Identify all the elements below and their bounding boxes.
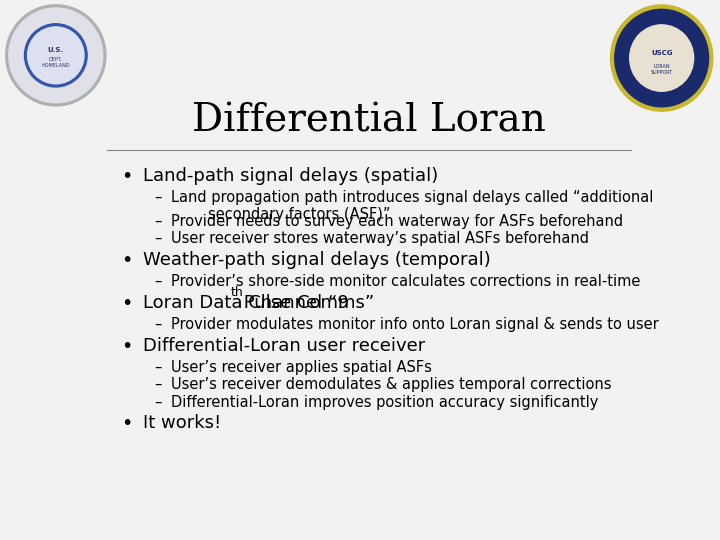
Text: DEPT.
HOMELAND: DEPT. HOMELAND — [42, 57, 70, 68]
Text: –: – — [154, 214, 161, 228]
Text: User’s receiver applies spatial ASFs: User’s receiver applies spatial ASFs — [171, 360, 432, 375]
Text: LORAN
SUPPORT: LORAN SUPPORT — [651, 64, 672, 75]
Circle shape — [611, 5, 713, 111]
Text: Pulse Comms”: Pulse Comms” — [238, 294, 374, 312]
Text: Provider modulates monitor info onto Loran signal & sends to user: Provider modulates monitor info onto Lor… — [171, 317, 659, 332]
Text: Weather-path signal delays (temporal): Weather-path signal delays (temporal) — [143, 251, 491, 269]
Text: •: • — [121, 167, 132, 186]
Text: –: – — [154, 395, 161, 409]
Circle shape — [6, 5, 106, 106]
Circle shape — [27, 27, 84, 84]
Text: th: th — [231, 286, 243, 299]
Text: •: • — [121, 415, 132, 434]
Text: –: – — [154, 231, 161, 246]
Text: Differential-Loran user receiver: Differential-Loran user receiver — [143, 337, 426, 355]
Circle shape — [630, 25, 693, 91]
Text: Provider’s shore-side monitor calculates corrections in real-time: Provider’s shore-side monitor calculates… — [171, 274, 640, 289]
Text: –: – — [154, 377, 161, 392]
Text: USCG: USCG — [651, 50, 672, 56]
Text: U.S.: U.S. — [48, 47, 64, 53]
Text: Provider needs to survey each waterway for ASFs beforehand: Provider needs to survey each waterway f… — [171, 214, 623, 228]
Text: Differential-Loran improves position accuracy significantly: Differential-Loran improves position acc… — [171, 395, 598, 409]
Text: •: • — [121, 251, 132, 270]
Circle shape — [24, 24, 87, 87]
Text: User receiver stores waterway’s spatial ASFs beforehand: User receiver stores waterway’s spatial … — [171, 231, 589, 246]
Text: –: – — [154, 317, 161, 332]
Text: •: • — [121, 337, 132, 356]
Text: Land propagation path introduces signal delays called “additional
        second: Land propagation path introduces signal … — [171, 190, 653, 222]
Text: –: – — [154, 190, 161, 205]
Text: •: • — [121, 294, 132, 313]
Circle shape — [615, 9, 708, 107]
Text: User’s receiver demodulates & applies temporal corrections: User’s receiver demodulates & applies te… — [171, 377, 611, 392]
Circle shape — [9, 8, 103, 103]
Text: It works!: It works! — [143, 415, 221, 433]
Text: –: – — [154, 360, 161, 375]
Text: Loran Data Channel “9: Loran Data Channel “9 — [143, 294, 349, 312]
Text: Land-path signal delays (spatial): Land-path signal delays (spatial) — [143, 167, 438, 185]
Text: –: – — [154, 274, 161, 289]
Text: Differential Loran: Differential Loran — [192, 102, 546, 139]
